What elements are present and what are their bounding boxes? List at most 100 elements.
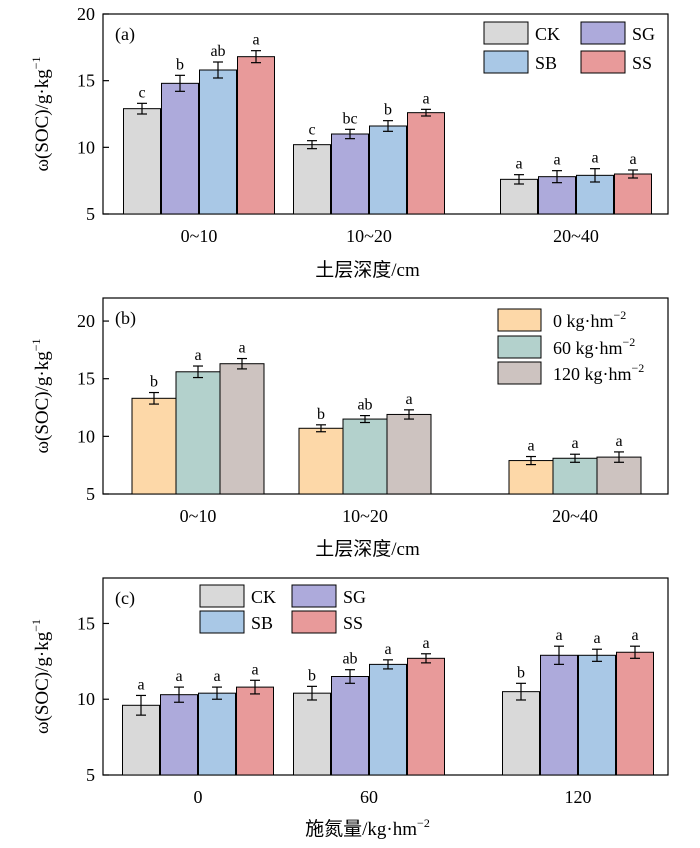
y-tick-label: 5: [86, 204, 95, 224]
bar: [123, 108, 161, 215]
bar: [331, 133, 369, 215]
significance-letter: a: [213, 668, 220, 685]
chart-panel-1: 5 10 15 20 ω(SOC)/g·kg−1 0~10 10~20 20~40 土层深度/c…: [29, 4, 669, 281]
significance-letter: c: [138, 84, 145, 101]
y-tick-label: 20: [77, 311, 95, 331]
y-tick-label: 15: [77, 613, 95, 633]
bar: [160, 694, 198, 776]
significance-letter: b: [150, 374, 158, 391]
panel-letter: (a): [115, 24, 135, 45]
bar: [552, 457, 598, 495]
significance-letter: a: [422, 90, 429, 107]
legend-label: CK: [535, 24, 560, 44]
y-tick-label: 20: [77, 4, 95, 24]
y-tick-label: 10: [77, 689, 95, 709]
significance-letter: a: [137, 676, 144, 693]
y-axis-label-sup: −1: [29, 56, 43, 69]
bar: [578, 654, 616, 776]
legend-label: 0 kg·hm−2: [553, 308, 626, 331]
x-tick-label: 0: [194, 787, 203, 807]
bar: [407, 112, 445, 215]
significance-letter: a: [571, 435, 578, 452]
significance-letter: c: [308, 122, 315, 139]
bar: [293, 692, 331, 776]
bar: [298, 427, 344, 495]
significance-letter: ab: [357, 397, 372, 414]
legend-swatch: [199, 610, 245, 634]
significance-letter: a: [527, 438, 534, 455]
bar: [122, 704, 160, 776]
significance-letter: a: [631, 627, 638, 644]
y-tick-label: 5: [86, 484, 95, 504]
legend-label: SG: [632, 24, 655, 44]
panel-letter: (c): [115, 588, 135, 609]
bar: [616, 651, 654, 776]
x-axis-label-main: 土层深度/cm: [315, 538, 420, 560]
x-axis-label: 土层深度/cm: [315, 259, 420, 281]
legend: CK SG SB SS: [199, 584, 366, 634]
bar: [331, 676, 369, 776]
legend-label: SB: [535, 53, 557, 73]
significance-letter: a: [593, 630, 600, 647]
legend-label-main: 120 kg·hm: [553, 364, 632, 384]
legend-label: SS: [343, 613, 363, 633]
y-tick-label: 15: [77, 369, 95, 389]
significance-letter: b: [308, 667, 316, 684]
significance-letter: a: [553, 152, 560, 169]
legend-swatch: [199, 584, 245, 608]
y-axis-label-main: ω(SOC)/g·kg: [32, 69, 53, 172]
bar: [342, 418, 388, 495]
x-tick-label: 120: [565, 787, 592, 807]
legend-swatch: [497, 361, 542, 385]
significance-letter: ab: [210, 43, 225, 60]
y-axis-label: ω(SOC)/g·kg−1: [29, 619, 53, 734]
y-tick-label: 10: [77, 426, 95, 446]
legend-swatch: [483, 21, 529, 45]
x-axis-label-main: 土层深度/cm: [315, 259, 420, 281]
significance-letter: a: [252, 32, 259, 49]
legend-label-main: 60 kg·hm: [553, 338, 623, 358]
significance-letter: a: [194, 347, 201, 364]
x-tick-label: 10~20: [346, 226, 392, 246]
significance-letter: a: [615, 433, 622, 450]
legend-label: SG: [343, 587, 366, 607]
x-tick-label: 20~40: [552, 506, 598, 526]
legend-label-sup: −2: [623, 335, 636, 349]
x-axis-label: 土层深度/cm: [315, 538, 420, 560]
legend-swatch: [497, 308, 542, 332]
significance-letter: b: [176, 56, 184, 73]
x-tick-label: 20~40: [553, 226, 599, 246]
y-tick-label: 5: [86, 765, 95, 785]
panel-letter: (b): [115, 308, 136, 329]
significance-letter: a: [405, 391, 412, 408]
bar: [614, 173, 652, 215]
significance-letter: a: [384, 641, 391, 658]
significance-letter: bc: [342, 110, 357, 127]
bar: [293, 144, 331, 215]
bar: [369, 125, 407, 215]
y-axis-label-sup: −1: [29, 619, 43, 632]
legend: CK SG SB SS: [483, 21, 655, 74]
x-axis-label-main: 施氮量/kg·hm: [305, 818, 417, 840]
bar: [386, 413, 432, 495]
significance-letter: b: [517, 664, 525, 681]
significance-letter: b: [317, 406, 325, 423]
significance-letter: a: [591, 150, 598, 167]
y-tick-label: 15: [77, 71, 95, 91]
significance-letter: ab: [342, 651, 357, 668]
bar: [219, 363, 265, 495]
bar: [161, 82, 199, 215]
x-tick-label: 10~20: [342, 506, 388, 526]
legend-label: 60 kg·hm−2: [553, 335, 635, 358]
bar: [502, 691, 540, 776]
significance-letter: a: [251, 661, 258, 678]
y-axis-label-sup: −1: [29, 338, 43, 351]
significance-letter: b: [384, 102, 392, 119]
legend-label-main: 0 kg·hm: [553, 311, 614, 331]
y-axis-label: ω(SOC)/g·kg−1: [29, 338, 53, 453]
significance-letter: a: [555, 627, 562, 644]
legend-label-sup: −2: [614, 308, 627, 322]
